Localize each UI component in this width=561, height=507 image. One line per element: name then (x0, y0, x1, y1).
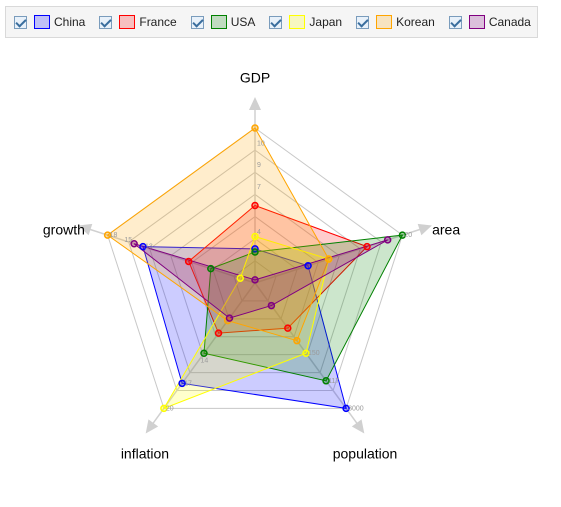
axis-label-inflation: inflation (121, 445, 169, 461)
grid-ring (128, 149, 382, 391)
series-area-china (142, 246, 347, 410)
axis-arrow-growth (78, 223, 93, 236)
legend-checkbox[interactable] (99, 15, 113, 29)
point-france-gdp (251, 201, 259, 210)
point-china-inflation (178, 379, 186, 388)
point-france-area (363, 242, 371, 251)
grid-ring (191, 215, 319, 338)
tick-label-area: 20 (404, 232, 412, 239)
point-france-population (284, 324, 292, 332)
legend: China France USA Japan Korean Canada (5, 6, 538, 38)
legend-label: Canada (488, 15, 531, 29)
series-area-korean (106, 127, 330, 342)
legend-label: China (54, 15, 86, 29)
legend-checkbox[interactable] (356, 15, 370, 29)
tick-label-gdp: 9 (257, 162, 261, 169)
axis-arrow-inflation (145, 419, 159, 434)
axis-label-growth: growth (43, 221, 85, 237)
legend-checkbox[interactable] (448, 15, 462, 29)
series-area-usa (203, 234, 404, 382)
point-japan-inflation (160, 404, 168, 413)
tick-labels: 4 7 9 10 20 150 117 3000 14 17 20 13 15 18 (110, 141, 413, 413)
legend-label: Korean (396, 15, 435, 29)
point-japan-growth (236, 274, 245, 282)
point-usa-growth (207, 264, 215, 273)
axis-arrow-population (351, 419, 365, 434)
tick-label-gdp: 4 (257, 229, 261, 236)
legend-swatch (119, 15, 136, 29)
point-canada-area (383, 236, 392, 244)
point-japan-population (302, 349, 310, 357)
tick-label-population: 117 (328, 378, 339, 385)
point-korean-population (293, 336, 301, 345)
tick-label-gdp: 7 (257, 184, 261, 191)
legend-item-japan[interactable]: Japan (269, 15, 342, 29)
point-korean-gdp (251, 124, 259, 132)
legend-swatch (34, 15, 50, 29)
tick-label-population: 3000 (348, 405, 364, 412)
axis-label-gdp: GDP (240, 69, 270, 85)
point-japan-gdp (251, 232, 259, 241)
axis-label-population: population (333, 445, 398, 461)
point-usa-area (398, 231, 407, 239)
legend-swatch (210, 15, 227, 29)
point-china-area (304, 262, 312, 270)
tick-label-inflation: 17 (184, 380, 192, 387)
series-area-japan (162, 235, 330, 410)
point-canada-inflation (225, 314, 234, 322)
tick-label-inflation: 20 (166, 405, 174, 412)
legend-label: Japan (309, 15, 343, 29)
point-canada-population (267, 301, 276, 310)
legend-checkbox[interactable] (190, 15, 204, 29)
axis-arrow-gdp (249, 97, 261, 110)
point-usa-population (322, 377, 330, 385)
point-korean-area (324, 255, 333, 263)
point-canada-growth (130, 239, 138, 248)
axis-label-area: area (432, 221, 460, 237)
legend-swatch (289, 15, 306, 29)
point-canada-gdp (251, 276, 259, 284)
series-area-canada (133, 239, 388, 319)
legend-label: USA (230, 15, 256, 29)
tick-label-growth: 13 (145, 244, 153, 251)
legend-item-canada[interactable]: Canada (448, 15, 531, 29)
grid-ring (233, 260, 277, 302)
legend-label: France (139, 15, 177, 29)
grid-ring (170, 193, 340, 356)
tick-label-gdp: 10 (257, 141, 265, 148)
point-china-population (342, 404, 350, 413)
tick-label-growth: 15 (124, 237, 132, 244)
tick-label-inflation: 14 (201, 358, 209, 365)
legend-checkbox[interactable] (14, 15, 27, 29)
legend-item-china[interactable]: China (14, 15, 85, 29)
legend-item-korean[interactable]: Korean (356, 15, 435, 29)
legend-swatch (376, 15, 393, 29)
axis-line-area (254, 228, 421, 284)
markers (103, 124, 407, 413)
legend-swatch (468, 15, 485, 29)
legend-item-france[interactable]: France (99, 15, 177, 29)
axis-labels: GDP area population inflation growth (43, 69, 460, 461)
point-france-inflation (214, 329, 223, 337)
grid-ring (212, 238, 298, 320)
legend-checkbox[interactable] (269, 15, 283, 29)
axis-line-growth (89, 228, 256, 284)
legend-item-usa[interactable]: USA (190, 15, 256, 29)
series-area-france (188, 204, 368, 334)
point-china-growth (139, 242, 147, 251)
series (106, 127, 404, 410)
tick-label-population: 150 (308, 350, 320, 357)
point-france-growth (184, 257, 193, 266)
point-usa-gdp (251, 248, 259, 256)
tick-label-growth: 18 (110, 232, 118, 239)
point-usa-inflation (200, 349, 208, 357)
axis-arrow-area (417, 223, 432, 236)
point-korean-growth (103, 231, 112, 239)
